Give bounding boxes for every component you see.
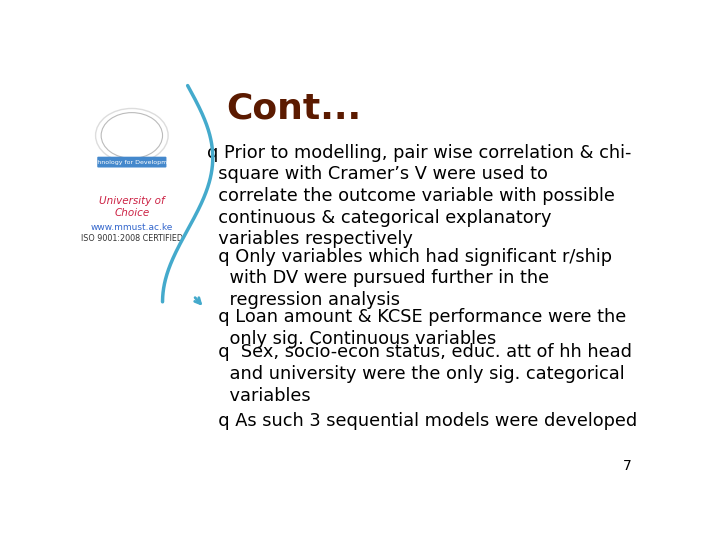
Text: continuous & categorical explanatory: continuous & categorical explanatory (207, 208, 552, 227)
Text: regression analysis: regression analysis (207, 291, 400, 309)
Text: Choice: Choice (114, 208, 150, 218)
Text: correlate the outcome variable with possible: correlate the outcome variable with poss… (207, 187, 615, 205)
Text: q  Sex, socio-econ status, educ. att of hh head: q Sex, socio-econ status, educ. att of h… (207, 343, 632, 361)
Text: with DV were pursued further in the: with DV were pursued further in the (207, 269, 549, 287)
Text: q Prior to modelling, pair wise correlation & chi-: q Prior to modelling, pair wise correlat… (207, 144, 631, 162)
FancyBboxPatch shape (97, 157, 166, 167)
Text: q Only variables which had significant r/ship: q Only variables which had significant r… (207, 248, 612, 266)
Text: only sig. Continuous variables: only sig. Continuous variables (207, 329, 496, 348)
Text: variables: variables (207, 387, 311, 404)
Text: and university were the only sig. categorical: and university were the only sig. catego… (207, 365, 625, 383)
Text: square with Cramer’s V were used to: square with Cramer’s V were used to (207, 165, 548, 184)
Text: www.mmust.ac.ke: www.mmust.ac.ke (91, 223, 173, 232)
Text: q As such 3 sequential models were developed: q As such 3 sequential models were devel… (207, 412, 637, 430)
Text: Technology for Development: Technology for Development (86, 160, 177, 165)
Text: University of: University of (99, 196, 165, 206)
Text: q Loan amount & KCSE performance were the: q Loan amount & KCSE performance were th… (207, 308, 626, 326)
Text: Cont...: Cont... (227, 92, 362, 126)
Text: 7: 7 (623, 459, 631, 473)
Text: variables respectively: variables respectively (207, 230, 413, 248)
Text: ISO 9001:2008 CERTIFIED: ISO 9001:2008 CERTIFIED (81, 234, 183, 244)
